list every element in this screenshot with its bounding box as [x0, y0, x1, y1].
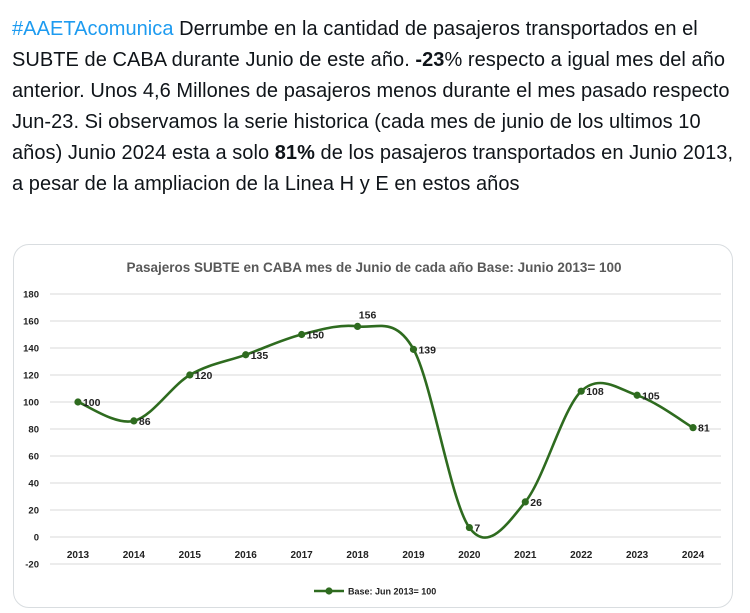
data-point [130, 417, 138, 425]
data-point [242, 351, 250, 359]
tweet-text-part-3: de los pasajeros transportados en Junio … [12, 142, 734, 195]
data-point [521, 498, 529, 506]
data-label: 120 [195, 370, 213, 382]
data-point [186, 371, 194, 379]
x-tick-label: 2019 [402, 550, 425, 561]
y-tick-label: 20 [28, 506, 39, 517]
y-tick-label: 140 [23, 344, 39, 355]
data-label: 135 [251, 350, 269, 362]
data-label: 81 [698, 423, 710, 435]
x-tick-label: 2022 [570, 550, 593, 561]
y-tick-label: 60 [28, 452, 39, 463]
data-label: 156 [359, 309, 377, 321]
y-tick-label: 100 [23, 398, 39, 409]
series-line [76, 324, 695, 539]
legend-label: Base: Jun 2013= 100 [348, 587, 436, 597]
data-point [577, 387, 585, 395]
tweet-bold-percent-change: -23 [415, 49, 445, 71]
x-tick-label: 2021 [514, 550, 537, 561]
data-label: 86 [139, 416, 151, 428]
data-label: 26 [530, 497, 542, 509]
tweet-bold-percent-2024: 81% [274, 142, 315, 164]
data-point [74, 398, 82, 406]
hashtag-link[interactable]: #AAETAcomunica [12, 18, 174, 40]
y-tick-label: 80 [28, 425, 39, 436]
data-label: 105 [642, 390, 660, 402]
data-label: 7 [474, 523, 480, 535]
data-label: 100 [83, 397, 101, 409]
tweet-text: #AAETAcomunica Derrumbe en la cantidad d… [12, 14, 740, 200]
data-point [409, 345, 418, 353]
line-chart: Pasajeros SUBTE en CABA mes de Junio de … [23, 260, 721, 597]
chart-image-card[interactable]: Pasajeros SUBTE en CABA mes de Junio de … [13, 244, 733, 608]
data-label: 139 [418, 344, 436, 356]
legend-marker [325, 587, 333, 595]
y-tick-label: 160 [23, 317, 39, 328]
x-tick-label: 2020 [458, 550, 481, 561]
x-tick-label: 2016 [235, 550, 258, 561]
chart-title: Pasajeros SUBTE en CABA mes de Junio de … [126, 260, 621, 275]
data-point [298, 330, 306, 339]
y-tick-label: 120 [23, 371, 39, 382]
y-tick-label: -20 [25, 560, 39, 571]
x-tick-label: 2017 [291, 550, 314, 561]
x-tick-label: 2014 [123, 550, 146, 561]
data-label: 150 [307, 330, 325, 342]
data-point [689, 424, 697, 432]
data-point [633, 391, 641, 399]
x-tick-label: 2013 [67, 550, 90, 561]
y-tick-label: 180 [23, 290, 39, 301]
y-tick-label: 0 [34, 533, 39, 544]
x-tick-label: 2015 [179, 550, 202, 561]
x-tick-label: 2023 [626, 550, 649, 561]
data-label: 108 [586, 386, 604, 398]
y-tick-label: 40 [28, 479, 39, 490]
tweet-text-part-1: Derrumbe en la cantidad de pasajeros tra… [12, 18, 698, 71]
data-point [465, 523, 473, 532]
x-tick-label: 2018 [346, 550, 369, 561]
tweet-text-part-2: % respecto a igual mes del año anterior.… [12, 49, 730, 164]
x-tick-label: 2024 [682, 550, 705, 561]
data-point [353, 322, 362, 330]
